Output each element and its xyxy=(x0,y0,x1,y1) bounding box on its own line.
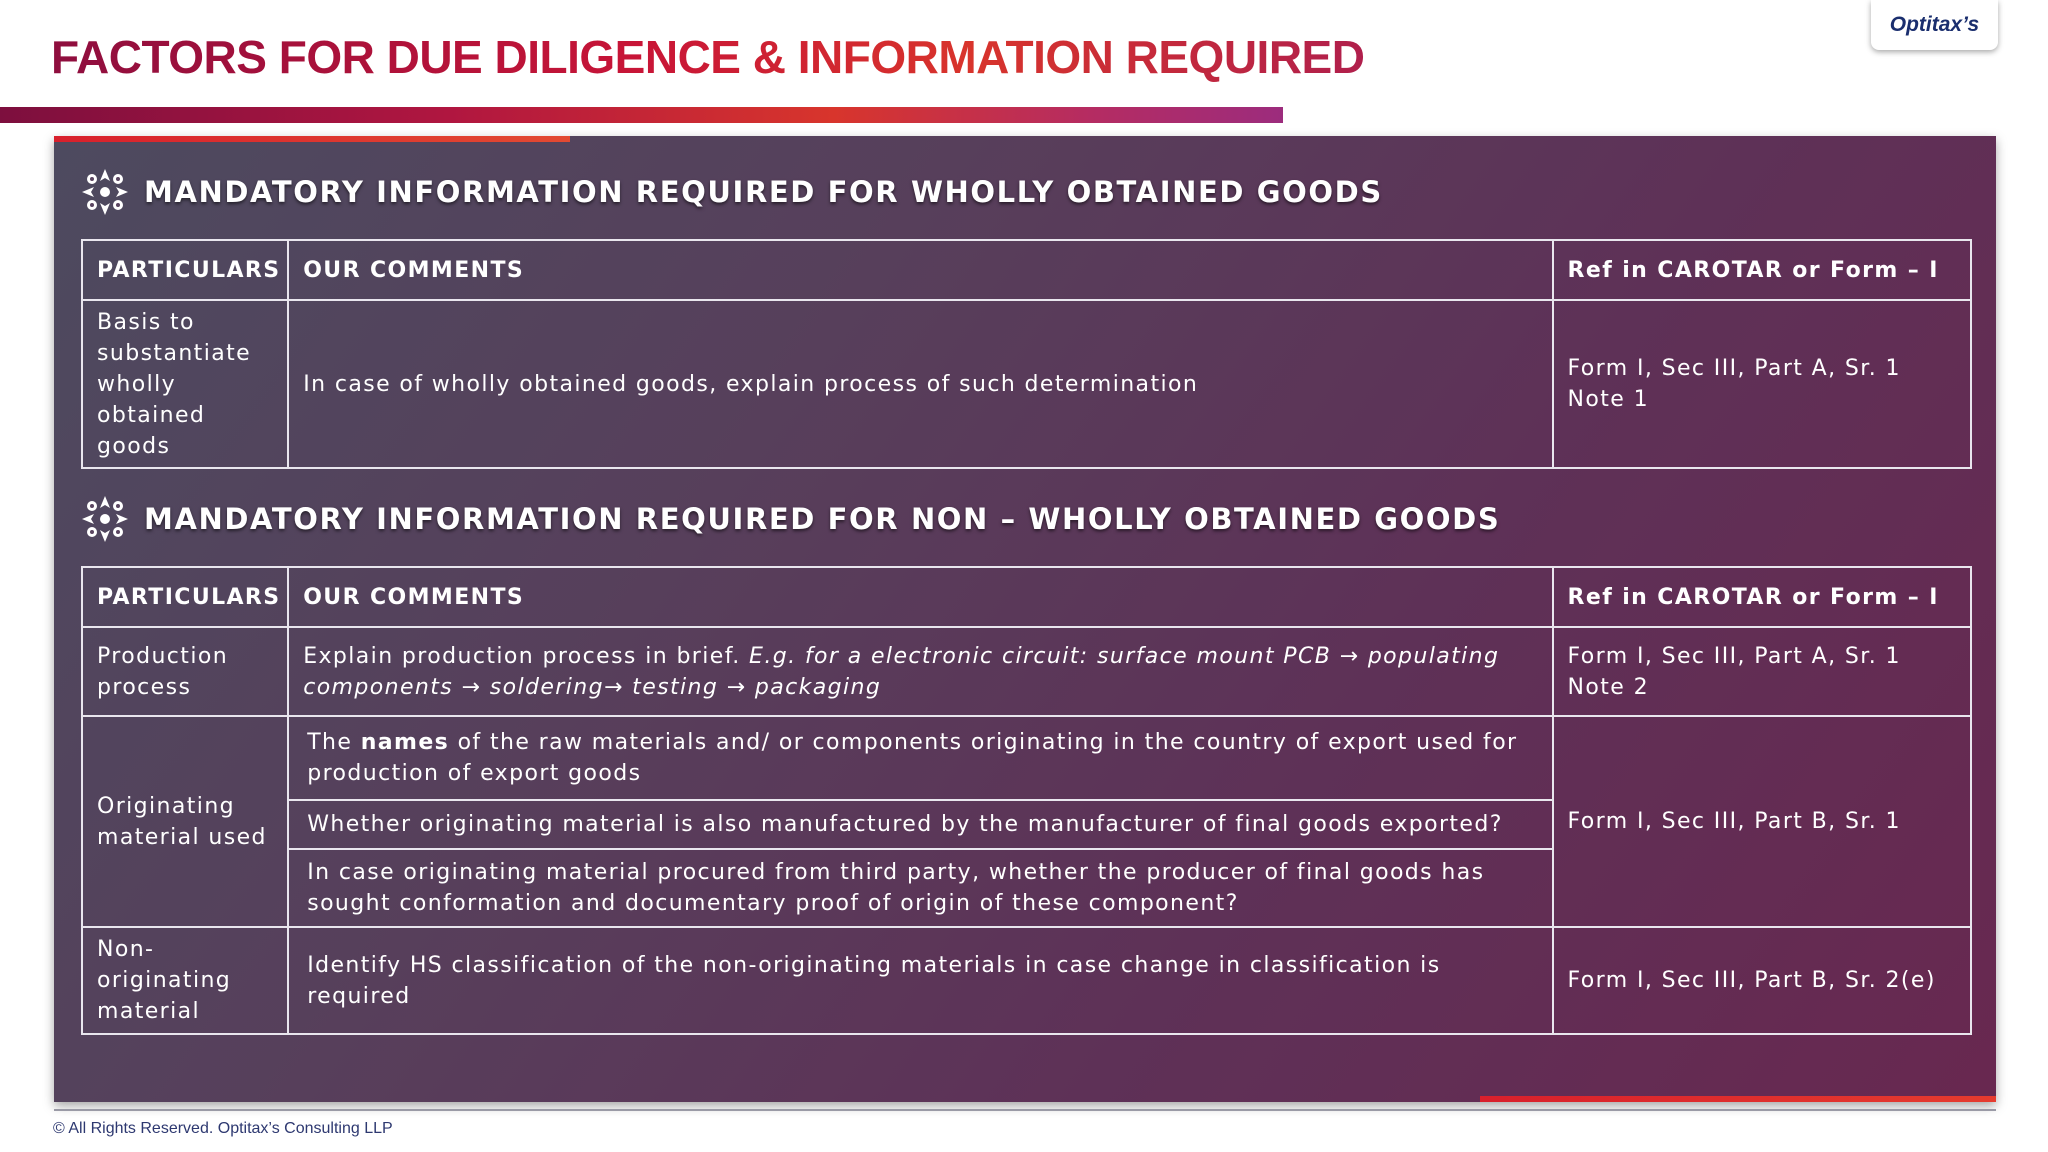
comment-example: E.g. for a electronic circuit: surface m… xyxy=(303,643,1500,700)
reference-line: Form I, Sec III, Part A, Sr. 1 xyxy=(1567,643,1901,669)
particular-cell: Originating material used xyxy=(80,715,290,928)
table-row: Non-originating material Identify HS cla… xyxy=(80,926,1973,1035)
compass-rose-icon xyxy=(82,496,128,542)
table-row: Basis to substantiate wholly obtained go… xyxy=(80,299,1973,469)
comment-cell: Whether originating material is also man… xyxy=(287,799,1554,850)
reference-cell: Form I, Sec III, Part A, Sr. 1 Note 1 xyxy=(1551,299,1973,469)
reference-cell: Form I, Sec III, Part B, Sr. 2(e) xyxy=(1551,926,1973,1035)
particular-cell: Basis to substantiate wholly obtained go… xyxy=(80,299,290,469)
column-header: Ref in CAROTAR or Form – I xyxy=(1551,566,1973,628)
reference-cell: Form I, Sec III, Part B, Sr. 1 xyxy=(1551,715,1973,928)
table-row: Production process Explain production pr… xyxy=(80,626,1973,717)
page-title: FACTORS FOR DUE DILIGENCE & INFORMATION … xyxy=(51,22,1365,92)
section-heading-wholly: MANDATORY INFORMATION REQUIRED FOR WHOLL… xyxy=(80,167,1383,217)
section-heading-text: MANDATORY INFORMATION REQUIRED FOR WHOLL… xyxy=(144,175,1383,209)
table-row: Originating material used The names of t… xyxy=(80,715,1973,928)
column-header: OUR COMMENTS xyxy=(287,239,1554,301)
column-header: Ref in CAROTAR or Form – I xyxy=(1551,239,1973,301)
non-wholly-obtained-table: PARTICULARS OUR COMMENTS Ref in CAROTAR … xyxy=(80,566,1973,1035)
footer-divider xyxy=(54,1109,1996,1111)
comment-cell: The names of the raw materials and/ or c… xyxy=(287,715,1554,801)
table-header-row: PARTICULARS OUR COMMENTS Ref in CAROTAR … xyxy=(80,239,1973,301)
footer-copyright: © All Rights Reserved. Optitax’s Consult… xyxy=(53,1120,393,1137)
comment-cell: Identify HS classification of the non-or… xyxy=(287,926,1554,1035)
comment-bold-text: names xyxy=(360,730,450,755)
particular-cell: Non-originating material xyxy=(80,926,290,1035)
company-logo: Optitax’s xyxy=(1871,0,1998,50)
reference-line: Note 1 xyxy=(1567,387,1649,412)
comment-text: Explain production process in brief. xyxy=(303,643,750,669)
table-header-row: PARTICULARS OUR COMMENTS Ref in CAROTAR … xyxy=(80,566,1973,628)
table-row: Whether originating material is also man… xyxy=(82,799,1971,850)
column-header: PARTICULARS xyxy=(80,239,290,301)
content-panel: MANDATORY INFORMATION REQUIRED FOR WHOLL… xyxy=(54,136,1996,1102)
accent-bar-bottom xyxy=(1480,1096,1996,1102)
compass-rose-icon xyxy=(82,169,128,215)
comment-cell: In case originating material procured fr… xyxy=(287,848,1554,928)
comment-text: of the raw materials and/ or components … xyxy=(307,730,1518,786)
comment-cell: Explain production process in brief. E.g… xyxy=(287,626,1554,717)
column-header: OUR COMMENTS xyxy=(287,566,1554,628)
comment-text: The xyxy=(307,730,361,755)
particular-cell: Production process xyxy=(80,626,290,717)
column-header: PARTICULARS xyxy=(80,566,290,628)
comment-cell: In case of wholly obtained goods, explai… xyxy=(287,299,1554,469)
wholly-obtained-table: PARTICULARS OUR COMMENTS Ref in CAROTAR … xyxy=(80,239,1973,469)
section-heading-text: MANDATORY INFORMATION REQUIRED FOR NON –… xyxy=(144,502,1501,536)
reference-cell: Form I, Sec III, Part A, Sr. 1 Note 2 xyxy=(1551,626,1973,717)
reference-line: Form I, Sec III, Part A, Sr. 1 xyxy=(1567,356,1901,381)
title-underline xyxy=(0,107,1283,123)
section-heading-non-wholly: MANDATORY INFORMATION REQUIRED FOR NON –… xyxy=(80,494,1500,544)
reference-line: Note 2 xyxy=(1567,674,1649,700)
accent-bar-top xyxy=(54,136,570,142)
table-row: In case originating material procured fr… xyxy=(82,848,1971,928)
